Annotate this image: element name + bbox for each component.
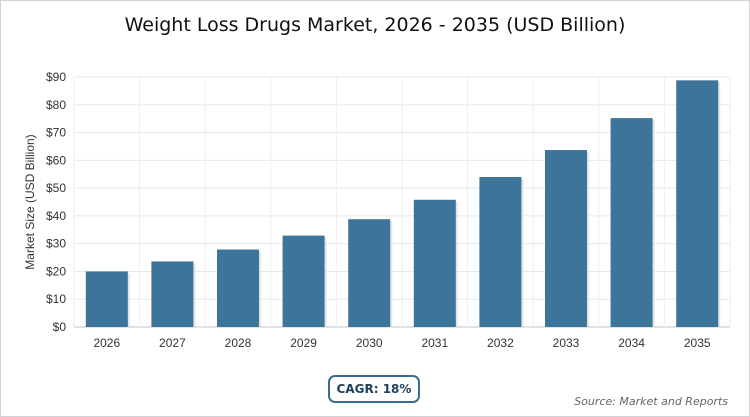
bar-2030 bbox=[348, 219, 391, 327]
bar-2026 bbox=[85, 271, 128, 327]
bar-2031 bbox=[413, 199, 456, 327]
bar-2035 bbox=[676, 80, 719, 327]
y-tick-label: $20 bbox=[46, 264, 66, 278]
x-tick-label: 2027 bbox=[159, 336, 186, 350]
y-tick-label: $80 bbox=[46, 98, 66, 112]
x-tick-label: 2029 bbox=[290, 336, 317, 350]
x-tick-label: 2028 bbox=[225, 336, 252, 350]
bar-2027 bbox=[151, 261, 194, 327]
x-tick-label: 2035 bbox=[684, 336, 711, 350]
y-tick-label: $40 bbox=[46, 209, 66, 223]
x-tick-label: 2026 bbox=[93, 336, 120, 350]
y-tick-label: $90 bbox=[46, 70, 66, 84]
x-tick-label: 2033 bbox=[553, 336, 580, 350]
bar-2029 bbox=[282, 235, 325, 327]
source-note: Source: Market and Reports bbox=[574, 395, 728, 408]
bar-2032 bbox=[479, 177, 522, 327]
y-tick-label: $0 bbox=[53, 320, 67, 334]
y-tick-label: $10 bbox=[46, 292, 66, 306]
x-tick-label: 2031 bbox=[421, 336, 448, 350]
y-tick-label: $50 bbox=[46, 181, 66, 195]
cagr-badge: CAGR: 18% bbox=[328, 375, 420, 403]
y-axis-label: Market Size (USD Billion) bbox=[23, 134, 37, 269]
bar-2028 bbox=[217, 249, 259, 327]
x-tick-label: 2032 bbox=[487, 336, 514, 350]
x-tick-label: 2030 bbox=[356, 336, 383, 350]
bar-2034 bbox=[610, 118, 653, 327]
x-tick-label: 2034 bbox=[618, 336, 645, 350]
bar-2033 bbox=[545, 150, 587, 327]
y-tick-label: $60 bbox=[46, 153, 66, 167]
y-tick-label: $70 bbox=[46, 126, 66, 140]
y-tick-label: $30 bbox=[46, 237, 66, 251]
chart-title: Weight Loss Drugs Market, 2026 - 2035 (U… bbox=[124, 14, 626, 36]
